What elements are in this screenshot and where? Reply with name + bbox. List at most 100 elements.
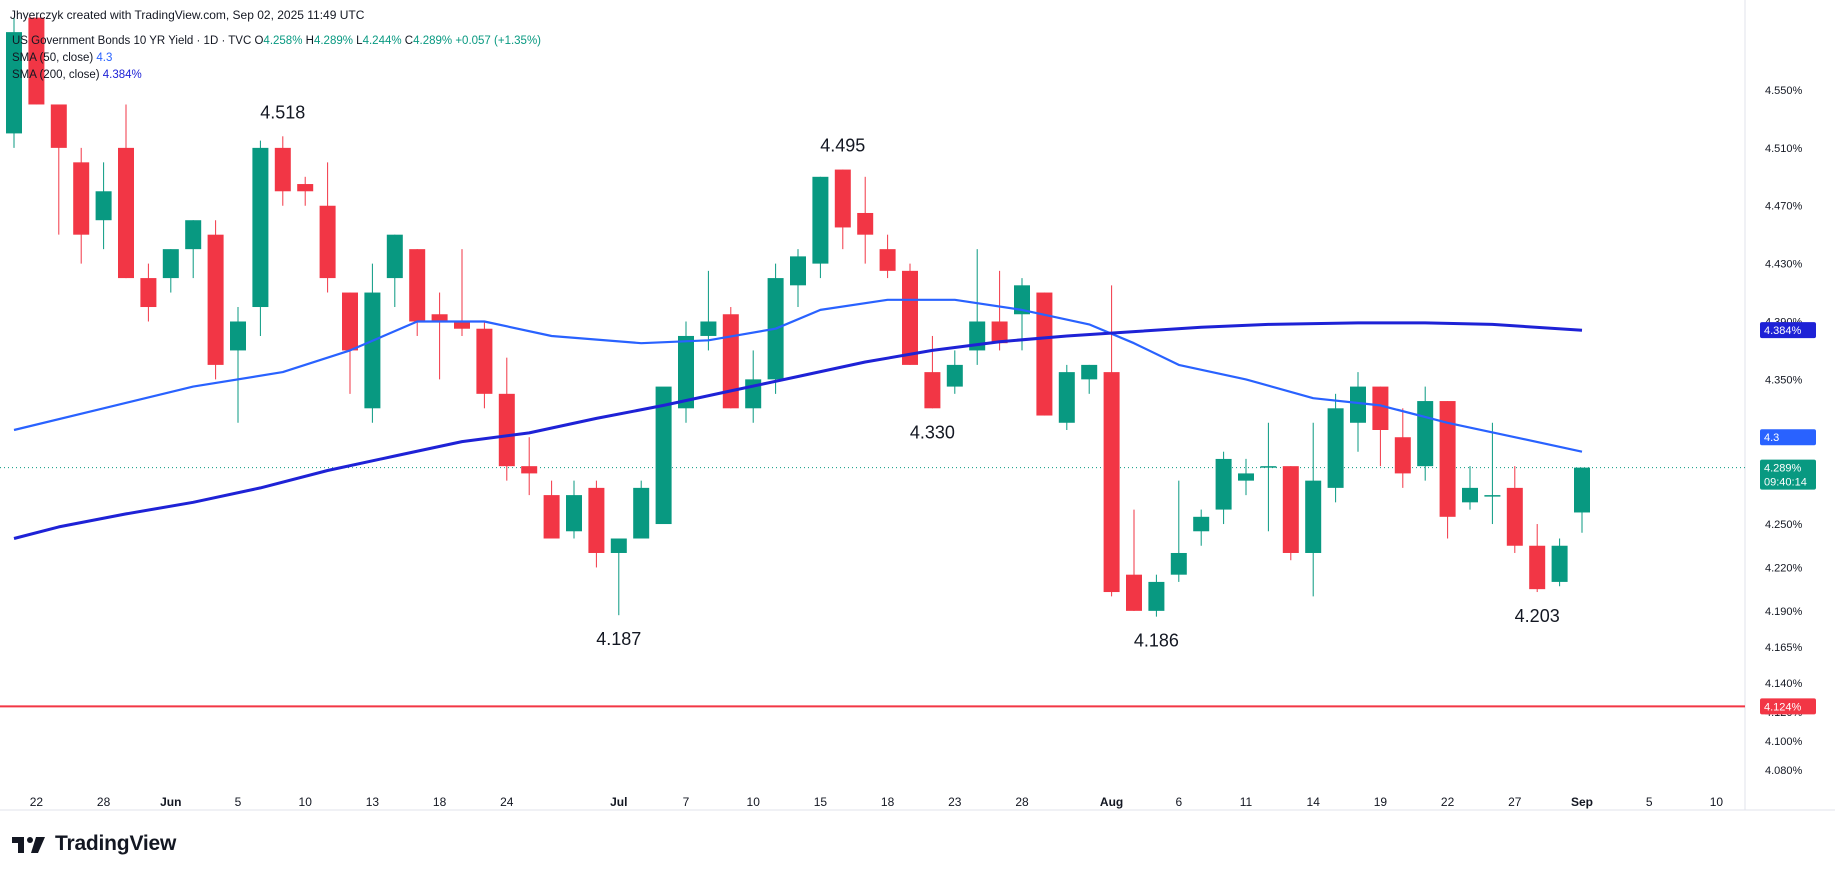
candle[interactable]	[678, 321, 694, 423]
candle[interactable]	[1260, 422, 1277, 532]
candle[interactable]	[610, 538, 627, 616]
x-tick-label: 23	[948, 795, 962, 809]
candle[interactable]	[50, 104, 67, 235]
sma200-legend-row[interactable]: SMA (200, close) 4.384%	[12, 67, 541, 84]
candle[interactable]	[924, 335, 941, 409]
candle-body	[678, 335, 694, 409]
candle[interactable]	[879, 234, 896, 279]
tradingview-logo[interactable]: TradingView	[12, 832, 176, 856]
symbol-legend-row[interactable]: US Government Bonds 10 YR Yield · 1D · T…	[12, 33, 541, 50]
candle[interactable]	[812, 176, 829, 279]
candle-body	[1574, 467, 1590, 513]
candle[interactable]	[140, 263, 157, 322]
candle-body	[1529, 545, 1546, 590]
candle[interactable]	[1103, 285, 1120, 597]
candle[interactable]	[1282, 466, 1299, 561]
candle[interactable]	[274, 136, 291, 206]
candle-body	[722, 314, 739, 409]
x-tick-label: 6	[1175, 795, 1182, 809]
candle[interactable]	[207, 220, 224, 380]
high-value: 4.289%	[313, 35, 353, 47]
candle[interactable]	[342, 292, 358, 394]
candle[interactable]	[6, 17, 22, 148]
candle[interactable]	[700, 270, 717, 351]
price-annotation: 4.518	[260, 102, 305, 122]
candle[interactable]	[319, 162, 336, 293]
candle[interactable]	[431, 292, 448, 380]
candle[interactable]	[1506, 466, 1523, 553]
candle-body	[1260, 466, 1277, 468]
candles-layer[interactable]	[6, 17, 1590, 617]
candle[interactable]	[1417, 386, 1434, 481]
candle[interactable]	[1529, 524, 1546, 593]
y-tick-label: 4.430%	[1765, 259, 1803, 271]
candle[interactable]	[364, 263, 381, 423]
candle-body	[409, 249, 426, 322]
candle[interactable]	[118, 104, 134, 279]
candle[interactable]	[73, 147, 90, 264]
candle[interactable]	[1215, 451, 1232, 525]
candle[interactable]	[1148, 574, 1165, 617]
candle[interactable]	[991, 270, 1008, 351]
x-tick-label: 7	[683, 795, 690, 809]
sma50-legend-row[interactable]: SMA (50, close) 4.3	[12, 50, 541, 67]
y-tick-label: 4.100%	[1765, 736, 1803, 748]
candle[interactable]	[1193, 509, 1210, 546]
candle-body	[902, 270, 918, 365]
candle[interactable]	[1350, 372, 1366, 452]
candle[interactable]	[902, 263, 918, 365]
candle[interactable]	[386, 234, 403, 308]
candle-body	[319, 205, 336, 279]
candle[interactable]	[1238, 458, 1254, 496]
candle[interactable]	[162, 249, 179, 293]
candle[interactable]	[1551, 538, 1568, 587]
candle[interactable]	[834, 169, 851, 250]
x-tick-label: 28	[1015, 795, 1029, 809]
candle[interactable]	[633, 480, 650, 539]
candle[interactable]	[1394, 408, 1411, 488]
candle[interactable]	[790, 249, 806, 308]
candle-body	[857, 212, 874, 235]
candle[interactable]	[969, 249, 986, 365]
candle[interactable]	[498, 357, 515, 481]
candle[interactable]	[1439, 401, 1456, 539]
candle[interactable]	[297, 176, 314, 206]
candle[interactable]	[230, 307, 246, 423]
candle[interactable]	[1126, 509, 1142, 611]
candle[interactable]	[1462, 466, 1478, 510]
price-axis[interactable]: 4.550%4.510%4.470%4.430%4.390%4.350%4.31…	[1765, 85, 1803, 777]
candle[interactable]	[1036, 292, 1053, 416]
x-tick-label: 13	[366, 795, 380, 809]
candle[interactable]	[1372, 386, 1389, 467]
price-badge-text: 4.124%	[1764, 701, 1802, 713]
candle-body	[1148, 581, 1165, 611]
candle[interactable]	[543, 480, 560, 539]
candle-body	[521, 466, 538, 474]
candle[interactable]	[252, 140, 269, 336]
candle[interactable]	[655, 386, 672, 525]
candle[interactable]	[1484, 422, 1501, 525]
candle[interactable]	[95, 162, 112, 250]
candle[interactable]	[1170, 480, 1187, 582]
chart-credit: Jhyerczyk created with TradingView.com, …	[10, 8, 365, 22]
candle[interactable]	[588, 480, 605, 568]
x-tick-label: 18	[881, 795, 895, 809]
candle-body	[588, 487, 605, 553]
time-axis[interactable]: 22 28 Jun 5 10 13 18 24 Jul 7 10 15 18 23 28 Aug 6 11 14 19…	[30, 795, 1724, 809]
candle[interactable]	[566, 480, 582, 539]
candle[interactable]	[454, 249, 470, 336]
candle[interactable]	[28, 17, 45, 105]
candle[interactable]	[476, 321, 493, 409]
candle-body	[140, 278, 157, 308]
candle[interactable]	[1327, 393, 1344, 503]
candle-body	[185, 220, 202, 250]
candle[interactable]	[1305, 422, 1322, 597]
candle[interactable]	[946, 350, 963, 394]
candle[interactable]	[1574, 467, 1590, 533]
candle[interactable]	[1058, 364, 1075, 430]
candle[interactable]	[521, 437, 538, 496]
candle[interactable]	[857, 176, 874, 264]
candle[interactable]	[1081, 364, 1098, 394]
candle[interactable]	[185, 220, 202, 279]
